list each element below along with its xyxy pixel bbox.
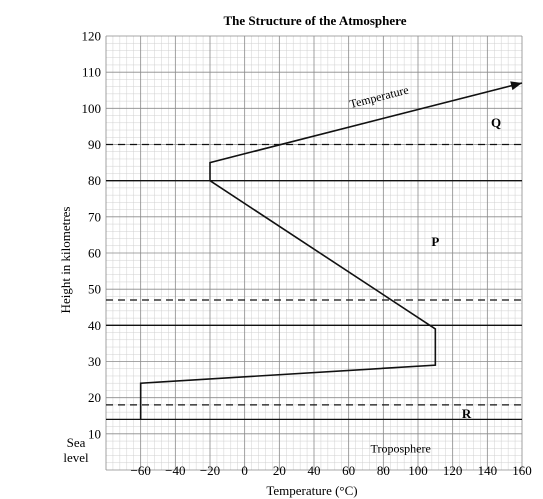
x-tick-label: 160 <box>512 463 532 478</box>
region-label: R <box>462 406 472 421</box>
x-tick-label: 60 <box>342 463 355 478</box>
y-tick-label: 100 <box>82 101 102 116</box>
x-tick-label: −20 <box>200 463 220 478</box>
x-tick-label: −40 <box>165 463 185 478</box>
sea-level-label-line2: level <box>63 450 89 465</box>
region-label: P <box>431 234 439 249</box>
annotations: Troposphere R P Q <box>371 115 502 455</box>
y-tick-label: 120 <box>82 29 102 44</box>
layer-boundaries <box>106 143 522 421</box>
temperature-arrowhead <box>510 81 522 91</box>
x-axis-label: Temperature (°C) <box>266 483 357 498</box>
y-tick-label: 40 <box>88 318 101 333</box>
y-tick-label: 110 <box>82 65 101 80</box>
major-gridlines <box>105 35 523 471</box>
temperature-line <box>139 82 523 420</box>
y-tick-labels: 10 20 30 40 50 60 70 80 90 100 110 120 <box>82 29 102 442</box>
x-tick-label: −60 <box>130 463 150 478</box>
sea-level-label-line1: Sea <box>67 435 86 450</box>
y-tick-label: 70 <box>88 209 101 224</box>
y-tick-label: 30 <box>88 354 101 369</box>
x-tick-label: 20 <box>273 463 286 478</box>
y-tick-label: 10 <box>88 426 101 441</box>
y-tick-label: 20 <box>88 390 101 405</box>
region-label: Q <box>491 115 501 130</box>
y-tick-label: 50 <box>88 282 101 297</box>
x-tick-label: 40 <box>308 463 321 478</box>
y-tick-label: 90 <box>88 137 101 152</box>
x-tick-label: 140 <box>478 463 498 478</box>
x-tick-label: 100 <box>408 463 428 478</box>
x-tick-label: 120 <box>443 463 463 478</box>
x-tick-labels: −60 −40 −20 0 20 40 60 80 100 120 140 160 <box>130 463 531 478</box>
layer-label: Troposphere <box>371 441 431 455</box>
y-axis-label: Height in kilometres <box>58 207 73 314</box>
x-tick-label: 80 <box>377 463 390 478</box>
y-tick-label: 60 <box>88 246 101 261</box>
chart-title: The Structure of the Atmosphere <box>224 13 407 28</box>
y-tick-label: 80 <box>88 173 101 188</box>
x-tick-label: 0 <box>241 463 248 478</box>
